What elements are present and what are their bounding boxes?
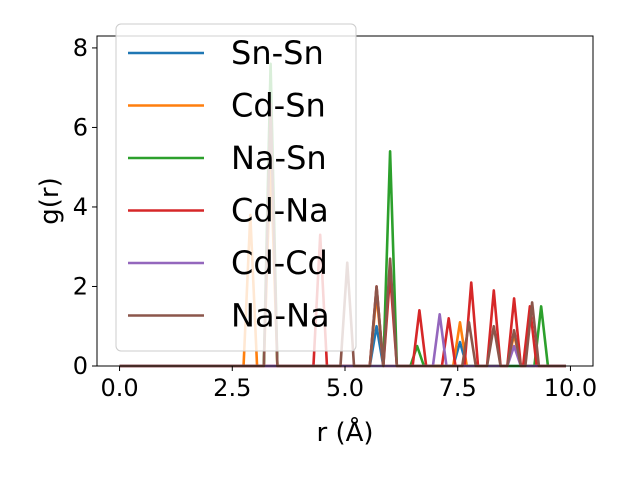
x-axis: 0.0 2.5 5.0 7.5 10.0 [100,366,597,402]
y-tick-label: 2 [73,272,88,300]
legend-label-cd-sn: Cd-Sn [231,87,326,125]
x-tick-label: 10.0 [544,374,597,402]
y-tick-label: 8 [73,34,88,62]
x-tick-label: 0.0 [100,374,138,402]
y-tick-label: 6 [73,113,88,141]
legend-label-na-na: Na-Na [231,297,330,335]
x-tick-label: 5.0 [326,374,364,402]
y-tick-label: 0 [73,352,88,380]
legend-label-cd-na: Cd-Na [231,192,329,230]
legend-label-sn-sn: Sn-Sn [231,34,324,72]
y-axis: 0 2 4 6 8 [73,34,97,380]
legend-label-cd-cd: Cd-Cd [231,244,328,282]
x-axis-label: r (Å) [316,416,373,448]
legend-label-na-sn: Na-Sn [231,139,327,177]
legend: Sn-Sn Cd-Sn Na-Sn Cd-Na Cd-Cd Na-Na [115,23,357,352]
y-axis-label: g(r) [35,177,65,224]
x-tick-label: 7.5 [439,374,477,402]
y-tick-label: 4 [73,193,88,221]
x-tick-label: 2.5 [213,374,251,402]
